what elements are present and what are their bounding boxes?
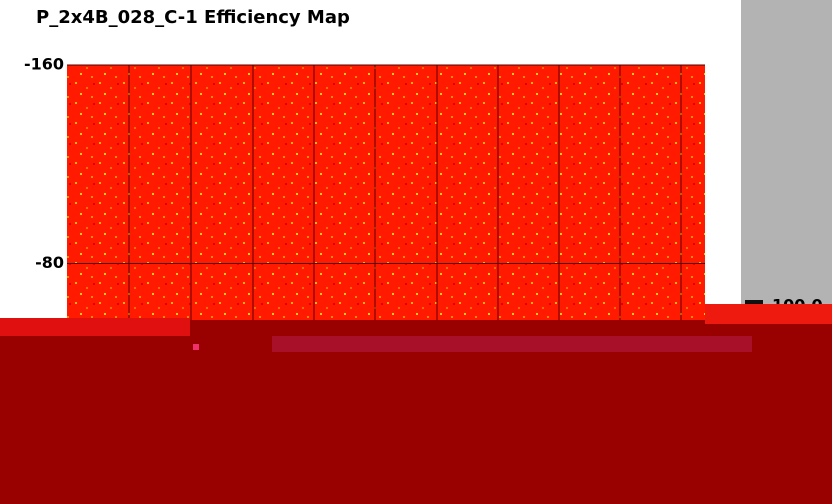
heatmap-area [67,65,705,325]
corrupted-strip [272,336,752,352]
column-lines [128,65,682,325]
corrupted-pixel [193,344,199,350]
chart-title: P_2x4B_028_C-1 Efficiency Map [36,7,350,28]
y-axis: -160 -80 [24,55,705,272]
corrupted-strip [0,318,190,336]
y-tick-label: -160 [24,55,64,74]
corrupted-strip [705,304,832,324]
y-tick-label: -80 [35,253,64,272]
side-panel [741,0,832,320]
